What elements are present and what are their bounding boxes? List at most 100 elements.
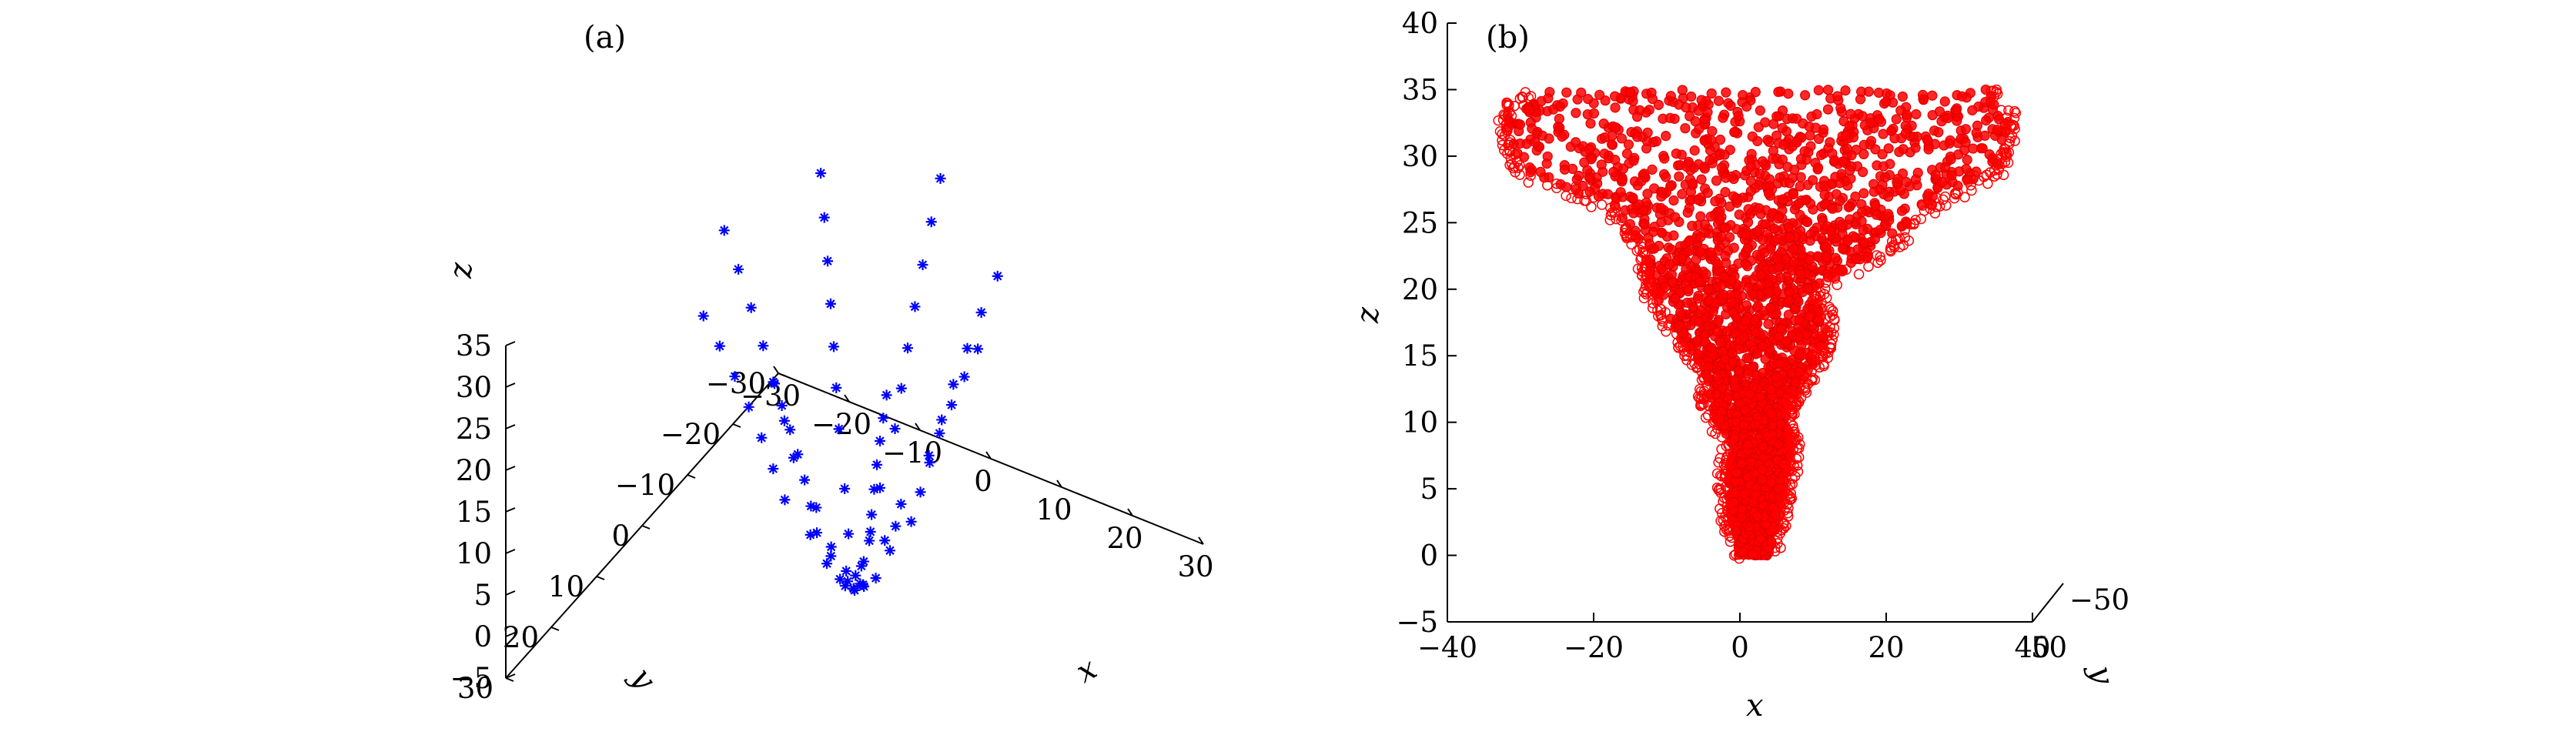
panel-b-x-tick-label: 0	[1731, 631, 1749, 664]
panel-b-circle-point	[1506, 110, 1517, 122]
panel-b-circle-point	[1641, 255, 1652, 266]
panel-b-circle-point	[1784, 232, 1795, 242]
panel-a-star-point	[925, 216, 937, 228]
panel-b-circle-point	[1798, 382, 1810, 393]
panel-b-circle-point	[1950, 189, 1962, 200]
panel-a-z-tick-label: 5	[473, 579, 492, 612]
panel-b-circle-point	[1894, 233, 1905, 244]
panel-a-star-point	[718, 225, 730, 236]
panel-b-circle-point	[1794, 315, 1805, 326]
panel-b-circle-point	[1830, 252, 1841, 263]
panel-a-star-point	[768, 376, 779, 388]
panel-b-circle-point	[1986, 91, 1997, 102]
panel-b-circle-point	[1923, 144, 1934, 155]
panel-a-star-point	[864, 535, 875, 546]
panel-b-circle-point	[1939, 96, 1950, 107]
panel-a-z-tick	[505, 507, 516, 513]
panel-b-circle-point	[1845, 214, 1855, 225]
panel-b-circle-point	[1981, 115, 1992, 126]
panel-b-circle-point	[1743, 282, 1754, 293]
panel-b-circle-point	[1608, 166, 1619, 178]
panel-b-circle-point	[1616, 133, 1628, 144]
panel-a-star-point	[758, 340, 769, 352]
panel-b-circle-point	[1497, 129, 1507, 139]
panel-b-circle-point	[1985, 167, 1996, 178]
panel-b-circle-point	[1657, 321, 1668, 332]
panel-b-circle-point	[1825, 327, 1837, 338]
panel-b-circle-point	[1666, 244, 1677, 255]
panel-b-circle-point	[1561, 182, 1572, 192]
panel-b-circle-point	[1892, 173, 1903, 185]
panel-a-star-point	[895, 383, 907, 394]
panel-b-z-tick-label: 40	[1402, 7, 1438, 40]
panel-a-y-tick-label: 10	[548, 570, 584, 603]
panel-b-circle-point	[1711, 326, 1722, 337]
panel-a-star-point	[946, 399, 958, 411]
panel-b-circle-point	[1659, 153, 1670, 164]
panel-a-star-point	[923, 449, 935, 461]
panel-a-star-point	[857, 579, 868, 590]
panel-b-circle-point	[1664, 259, 1675, 270]
panel-a-y-axis-label: y	[623, 660, 664, 697]
panel-b-circle-point	[1498, 109, 1509, 120]
panel-a-star-point	[843, 528, 855, 540]
panel-b-circle-point	[1693, 105, 1704, 116]
panel-b-circle-point	[1681, 297, 1693, 308]
panel-b-circle-point	[1795, 181, 1805, 192]
panel-a-star-point	[885, 545, 895, 556]
panel-a-z-tick-label: 20	[456, 454, 492, 487]
panel-b-circle-point	[1992, 89, 2003, 99]
panel-b-circle-point	[1695, 399, 1706, 410]
panel-b-circle-point	[1609, 199, 1621, 211]
panel-b-circle-point	[1707, 125, 1718, 137]
panel-b-circle-point	[1962, 175, 1974, 187]
panel-b-circle-point	[1785, 406, 1796, 417]
panel-a-star-point	[948, 379, 959, 390]
panel-b-circle-point	[1523, 177, 1534, 188]
panel-b-circle-point	[1773, 332, 1785, 342]
panel-b-circle-point	[1875, 251, 1885, 262]
panel-b-circle-point	[1843, 202, 1854, 212]
panel-a-star-point	[972, 343, 984, 355]
panel-b-circle-point	[1996, 105, 2007, 115]
panel-a-star-point	[878, 413, 889, 424]
panel-b-circle-point	[1841, 129, 1852, 140]
panel-b-circle-point	[1764, 136, 1775, 147]
panel-b-circle-point	[1726, 297, 1738, 308]
panel-b-circle-point	[1927, 109, 1938, 121]
panel-b-circle-point	[1786, 466, 1798, 476]
panel-b-circle-point	[1668, 230, 1679, 241]
panel-a-z-tick	[505, 341, 516, 346]
panel-b-circle-point	[1583, 94, 1594, 105]
panel-b-z-tick-label: 15	[1402, 339, 1438, 373]
panel-b-circle-point	[1942, 112, 1953, 124]
panel-b-circle-point	[1642, 127, 1653, 138]
panel-b-circle-point	[1682, 207, 1693, 218]
panel-b-circle-point	[1500, 119, 1512, 129]
panel-b-circle-point	[1721, 326, 1732, 337]
panel-b-circle-point	[1721, 520, 1731, 530]
panel-b-circle-point	[1708, 306, 1718, 317]
panel-b-z-tick-label: 30	[1402, 140, 1438, 173]
panel-b-circle-point	[1838, 115, 1849, 127]
panel-b-circle-point	[1689, 145, 1700, 156]
panel-b-circle-point	[1930, 169, 1941, 180]
panel-b-circle-point	[1695, 211, 1706, 222]
panel-b-circle-point	[1803, 147, 1814, 158]
panel-b-circle-point	[1579, 157, 1590, 168]
panel-a-star-point	[842, 576, 854, 587]
panel-b-circle-point	[1830, 172, 1841, 182]
panel-b-circle-point	[1722, 466, 1734, 476]
panel-b-circle-point	[1610, 102, 1621, 113]
panel-a-star-point	[850, 570, 861, 581]
panel-b-circle-point	[1728, 375, 1740, 386]
panel-b-circle-point	[1792, 466, 1804, 477]
panel-b-circle-point	[1711, 389, 1721, 400]
panel-b-circle-point	[1533, 141, 1544, 152]
panel-a-x-tick-label: 10	[1035, 493, 1072, 526]
panel-b-circle-point	[1741, 352, 1752, 363]
panel-b-circle-point	[1667, 277, 1678, 289]
panel-b-circle-point	[1807, 175, 1818, 185]
panel-b-circle-point	[1711, 175, 1722, 186]
panel-a-x-tick-label: 20	[1106, 522, 1142, 555]
